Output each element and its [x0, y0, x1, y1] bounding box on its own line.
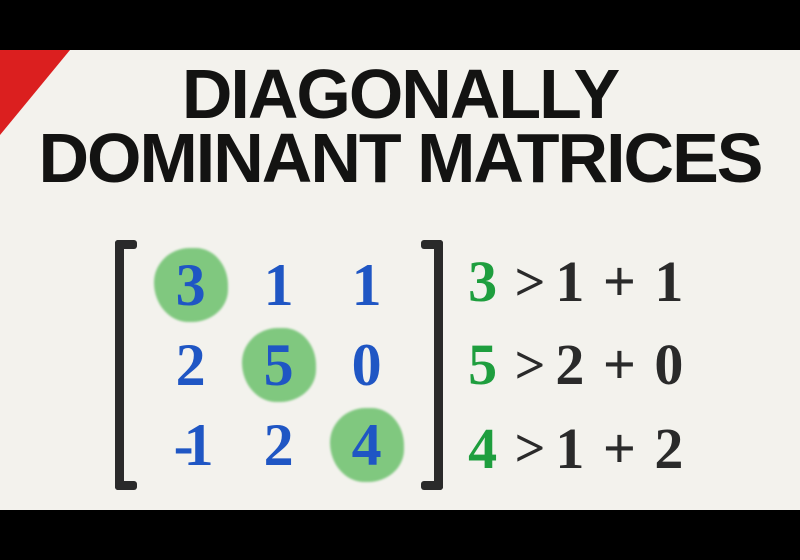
- matrix-cell: -1: [156, 410, 226, 480]
- matrix-cell: 4: [332, 410, 402, 480]
- matrix-cell: 5: [244, 330, 314, 400]
- matrix: 311250-124: [115, 240, 443, 490]
- matrix-cell: 1: [332, 250, 402, 320]
- inequality-lhs: 3: [461, 248, 505, 315]
- letterbox-bottom: [0, 510, 800, 560]
- gt-symbol: >: [515, 251, 546, 313]
- inequality-row: 5>2 + 0: [461, 331, 686, 398]
- slide-content: 311250-124 3>1 + 15>2 + 04>1 + 2: [0, 240, 800, 490]
- gt-symbol: >: [515, 334, 546, 396]
- matrix-bracket-right: [421, 240, 443, 490]
- slide-canvas: DIAGONALLY DOMINANT MATRICES 311250-124 …: [0, 50, 800, 510]
- inequality-rhs: 2 + 0: [555, 331, 685, 398]
- inequality-row: 3>1 + 1: [461, 248, 686, 315]
- inequality-lhs: 5: [461, 331, 505, 398]
- title-line-2: DOMINANT MATRICES: [0, 126, 800, 190]
- matrix-cell: 0: [332, 330, 402, 400]
- slide-title: DIAGONALLY DOMINANT MATRICES: [0, 62, 800, 191]
- matrix-cell: 1: [244, 250, 314, 320]
- inequality-rhs: 1 + 2: [555, 415, 685, 482]
- inequality-rhs: 1 + 1: [555, 248, 685, 315]
- matrix-cell: 2: [156, 330, 226, 400]
- inequality-lhs: 4: [461, 415, 505, 482]
- title-line-1: DIAGONALLY: [0, 62, 800, 126]
- matrix-cell: 3: [156, 250, 226, 320]
- gt-symbol: >: [515, 417, 546, 479]
- inequalities: 3>1 + 15>2 + 04>1 + 2: [461, 240, 686, 490]
- matrix-grid: 311250-124: [137, 240, 421, 490]
- inequality-row: 4>1 + 2: [461, 415, 686, 482]
- matrix-bracket-left: [115, 240, 137, 490]
- matrix-cell: 2: [244, 410, 314, 480]
- letterbox-top: [0, 0, 800, 50]
